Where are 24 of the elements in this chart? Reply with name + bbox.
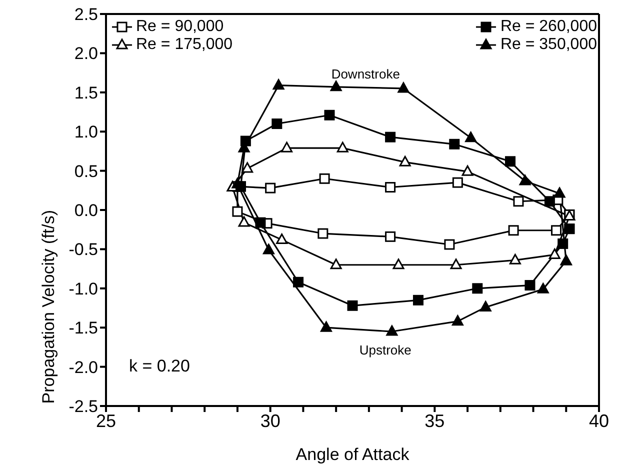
annotation: Downstroke bbox=[331, 66, 400, 82]
y-tick-label: -2.0 bbox=[68, 358, 98, 377]
y-axis-title: Propagation Velocity (ft/s) bbox=[39, 210, 58, 404]
x-tick-label: 25 bbox=[96, 410, 116, 431]
y-tick-label: -1.5 bbox=[68, 318, 98, 338]
y-tick-label: 2.0 bbox=[74, 44, 98, 64]
y-tick-label: -0.5 bbox=[68, 240, 98, 260]
y-tick-label: -2.5 bbox=[68, 397, 98, 416]
y-tick-label: 1.0 bbox=[74, 122, 98, 142]
x-tick-label: 30 bbox=[260, 410, 280, 431]
y-tick-label: -1.0 bbox=[68, 279, 98, 298]
legend-label: Re = 350,000 bbox=[500, 36, 597, 54]
y-tick-label: 2.5 bbox=[74, 5, 98, 24]
y-tick-label: 1.5 bbox=[74, 83, 98, 102]
x-tick-label: 35 bbox=[424, 410, 445, 431]
annotation: k = 0.20 bbox=[129, 356, 190, 376]
x-tick-label: 40 bbox=[588, 410, 610, 431]
legend-label: Re = 175,000 bbox=[136, 36, 233, 54]
y-tick-label: 0.0 bbox=[74, 201, 98, 220]
legend-label: Re = 260,000 bbox=[500, 18, 597, 36]
x-axis-title: Angle of Attack bbox=[296, 445, 410, 464]
annotation: Upstroke bbox=[359, 342, 412, 358]
y-tick-label: 0.5 bbox=[74, 162, 98, 181]
legend-label: Re = 90,000 bbox=[136, 18, 224, 36]
